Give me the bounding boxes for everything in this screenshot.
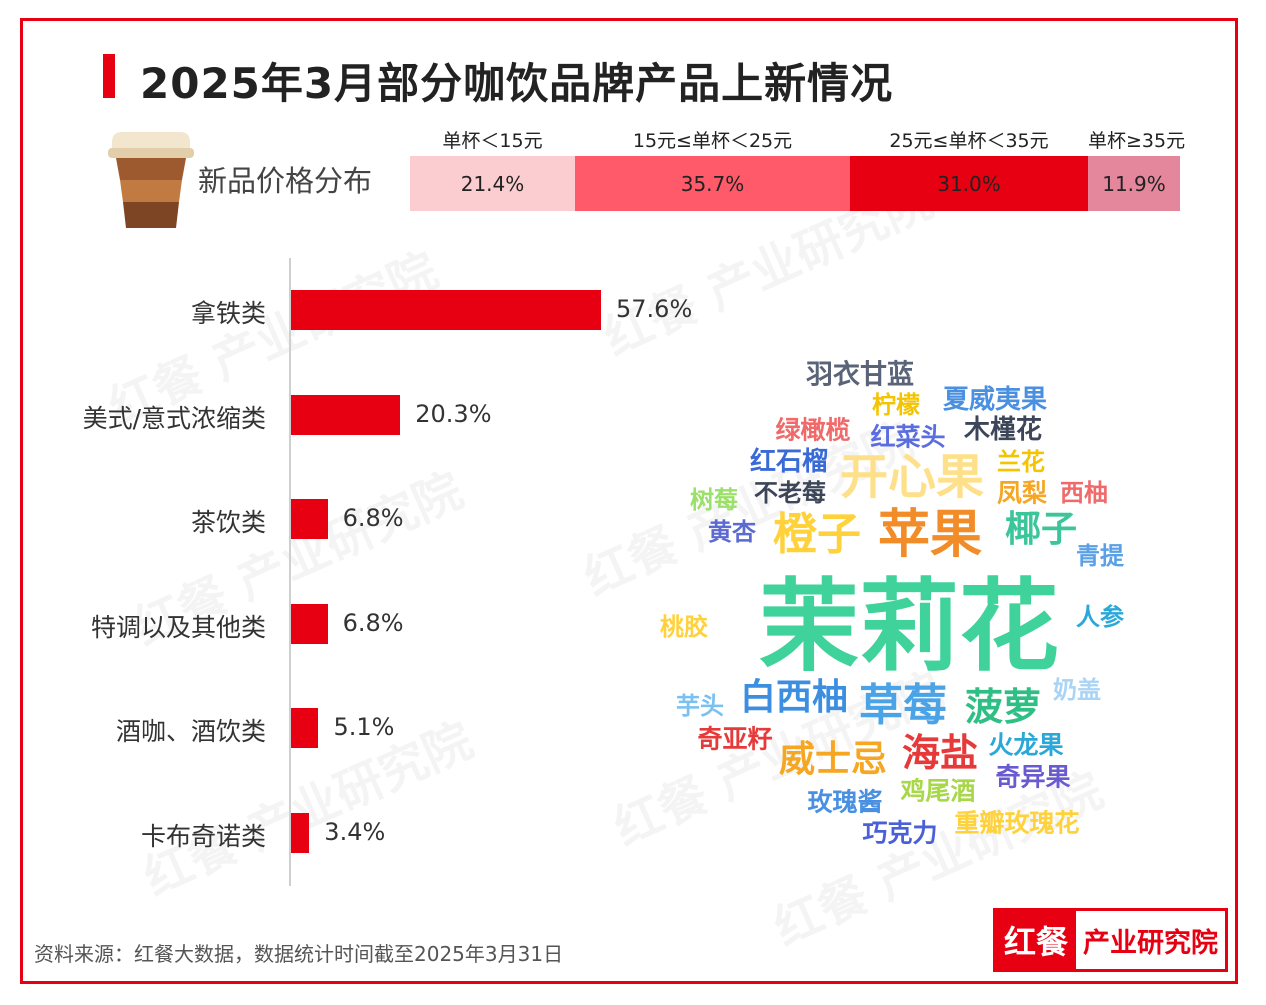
word-cloud-term: 苹果 [877, 505, 983, 565]
word-cloud-term: 奶盖 [1053, 676, 1101, 704]
price-segment: 21.4% [410, 156, 575, 211]
chart-title: 2025年3月部分咖饮品牌产品上新情况 [140, 59, 894, 108]
value-label: 57.6% [616, 295, 693, 323]
bar-2 [291, 394, 401, 435]
word-cloud-term: 桃胶 [660, 613, 708, 641]
word-cloud-term: 柠檬 [872, 391, 920, 419]
logo-text: 产业研究院 [1083, 927, 1218, 959]
bar-6 [291, 813, 310, 853]
word-cloud-term: 威士忌 [778, 739, 888, 780]
word-cloud-term: 重瓣玫瑰花 [954, 808, 1080, 838]
word-cloud-term: 火龙果 [988, 730, 1064, 760]
price-range-label: 单杯＜15元 [442, 130, 543, 152]
word-cloud-term: 夏威夷果 [942, 385, 1048, 415]
value-label: 6.8% [342, 608, 404, 637]
price-range-label: 15元≤单杯＜25元 [632, 130, 793, 152]
title-accent-bar [103, 54, 115, 98]
category-label: 美式/意式浓缩类 [82, 403, 266, 433]
price-range-label: 单杯≥35元 [1088, 130, 1186, 152]
word-cloud-term: 菠萝 [964, 685, 1042, 729]
word-cloud-term: 海盐 [901, 731, 979, 775]
word-cloud-term: 红石榴 [749, 447, 829, 477]
category-label: 酒咖、酒饮类 [115, 717, 266, 747]
word-cloud-term: 红菜头 [870, 422, 946, 452]
word-cloud-term: 奇异果 [995, 762, 1071, 792]
bar-4 [291, 603, 328, 644]
word-cloud-term: 黄杏 [708, 518, 756, 546]
word-cloud-term: 开心果 [839, 449, 985, 505]
price-range-label: 25元≤单杯＜35元 [889, 130, 1049, 152]
value-label: 20.3% [415, 399, 492, 428]
coffee-cup-icon [108, 132, 194, 228]
word-cloud-term: 巧克力 [862, 818, 938, 848]
word-cloud-term: 羽衣甘蓝 [806, 359, 914, 391]
chart-frame [20, 18, 1238, 984]
price-segment: 11.9% [1088, 156, 1180, 211]
word-cloud-term: 白西柚 [739, 677, 849, 718]
brand-logo: 红餐 产业研究院 [993, 908, 1228, 972]
word-cloud-term: 玫瑰酱 [807, 787, 883, 817]
bar-5 [291, 708, 319, 749]
word-cloud-term: 茉莉花 [759, 568, 1059, 685]
bar-1 [291, 290, 601, 330]
value-label: 3.4% [324, 818, 386, 846]
price-segment: 35.7% [575, 156, 850, 211]
word-cloud-term: 芋头 [676, 692, 724, 720]
value-label: 6.8% [342, 504, 404, 533]
price-segment: 31.0% [850, 156, 1088, 211]
price-distribution-label: 新品价格分布 [198, 164, 373, 198]
category-label: 特调以及其他类 [90, 612, 266, 642]
word-cloud-term: 凤梨 [996, 478, 1048, 508]
word-cloud-term: 绿橄榄 [775, 415, 851, 445]
word-cloud-term: 青提 [1076, 542, 1124, 570]
category-label: 拿铁类 [190, 299, 266, 328]
word-cloud-term: 橙子 [773, 509, 861, 560]
value-label: 5.1% [333, 713, 395, 742]
word-cloud-term: 奇亚籽 [697, 724, 773, 754]
word-cloud-term: 木槿花 [963, 415, 1043, 445]
word-cloud-term: 兰花 [997, 448, 1045, 476]
bar-chart-axis [289, 258, 291, 886]
word-cloud-term: 鸡尾酒 [900, 776, 976, 806]
word-cloud-term: 草莓 [859, 680, 947, 731]
word-cloud-term: 西柚 [1060, 479, 1108, 507]
source-note: 资料来源：红餐大数据，数据统计时间截至2025年3月31日 [34, 942, 564, 966]
word-cloud-term: 椰子 [1004, 509, 1078, 550]
logo-mark: 红餐 [996, 911, 1076, 969]
category-label: 茶饮类 [190, 508, 266, 538]
word-cloud-term: 不老莓 [754, 479, 826, 507]
word-cloud-term: 树莓 [690, 486, 738, 514]
category-label: 卡布奇诺类 [140, 822, 266, 851]
bar-3 [291, 499, 328, 540]
word-cloud-term: 人参 [1076, 603, 1124, 631]
